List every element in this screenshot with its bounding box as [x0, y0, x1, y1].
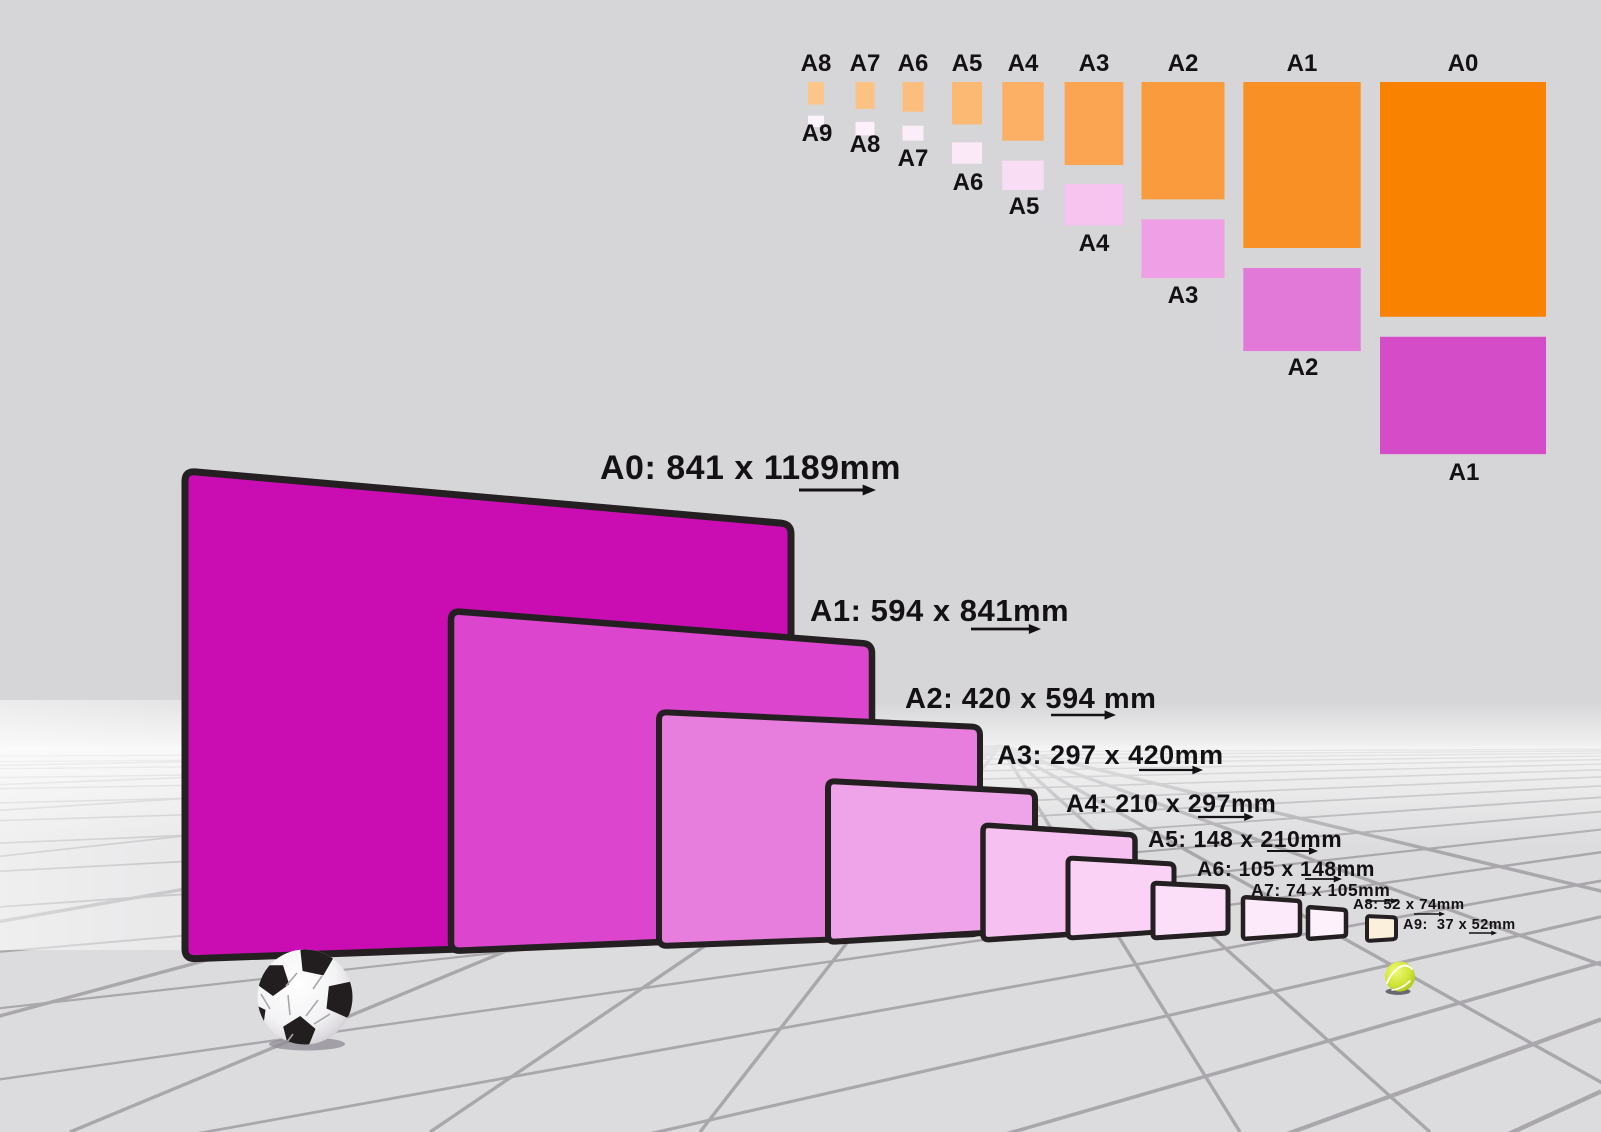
landscape-label-a3: A3 [1168, 282, 1199, 309]
portrait-rect-a8 [808, 82, 824, 105]
dimension-arrow-head [1439, 911, 1445, 917]
portrait-label-a4: A4 [1008, 50, 1039, 77]
sheet-label-a1: A1: 594 x 841mm [810, 593, 1069, 628]
dimension-arrow-head [1308, 847, 1318, 855]
grid-line-horizontal [1286, 1017, 1601, 1132]
landscape-rect-a9 [808, 115, 824, 127]
portrait-label-a2: A2 [1168, 50, 1199, 77]
portrait-label-a7: A7 [850, 50, 881, 77]
sheet-a8 [1305, 904, 1349, 942]
landscape-rect-a6 [952, 142, 982, 164]
football-seam [285, 972, 298, 987]
grid-line-horizontal [0, 851, 1601, 1081]
portrait-rect-a1 [1243, 82, 1361, 249]
landscape-rect-a8 [855, 121, 875, 136]
portrait-rect-a7 [855, 82, 875, 109]
sheet-label-a5: A5: 148 x 210mm [1148, 826, 1342, 852]
landscape-label-a7: A7 [898, 145, 929, 172]
sheet-a6 [1150, 880, 1231, 941]
football [257, 949, 353, 1051]
sheet-label-a0: A0: 841 x 1189mm [600, 449, 901, 487]
sheet-a9 [1365, 914, 1398, 943]
landscape-label-a1: A1 [1449, 459, 1480, 486]
dimension-arrow-head [1491, 930, 1497, 936]
chart-landscape-labels: A9 A8 A7 A6 A5 A4 A3 A2 A1 [802, 120, 1480, 486]
portrait-label-a1: A1 [1287, 50, 1318, 77]
football-pentagon [283, 1016, 316, 1045]
dimension-arrows [799, 484, 1497, 936]
portrait-label-a6: A6 [898, 50, 929, 77]
sheet-labels: A0: 841 x 1189mm A1: 594 x 841mm A2: 420… [600, 449, 1516, 933]
sheet-a7 [1240, 894, 1303, 942]
portrait-rect-a4 [1002, 82, 1044, 141]
sheet-label-a4: A4: 210 x 297mm [1066, 790, 1276, 818]
landscape-label-a4: A4 [1079, 230, 1110, 257]
dimension-arrow-head [1104, 710, 1116, 720]
paper-sheets [181, 468, 1398, 963]
dimension-arrow-head [1192, 765, 1203, 775]
sheet-label-a3: A3: 297 x 420mm [997, 740, 1224, 770]
football-seam [305, 999, 319, 1017]
football-pentagon [326, 981, 353, 1018]
grid-line-horizontal [1006, 960, 1601, 1132]
sheet-label-a2: A2: 420 x 594 mm [905, 683, 1156, 715]
landscape-label-a8: A8 [850, 131, 881, 158]
landscape-rect-a1 [1380, 336, 1546, 455]
landscape-label-a9: A9 [802, 120, 833, 147]
portrait-rect-a2 [1141, 82, 1225, 200]
portrait-label-a8: A8 [801, 50, 832, 77]
landscape-rect-a3 [1141, 219, 1225, 279]
landscape-rect-a7 [902, 125, 924, 141]
landscape-label-a6: A6 [953, 169, 984, 196]
dimension-arrow-head [1244, 812, 1254, 822]
portrait-label-a3: A3 [1079, 50, 1110, 77]
landscape-rect-a5 [1002, 160, 1044, 191]
portrait-rect-a3 [1064, 82, 1124, 166]
grid-line-horizontal [650, 915, 1601, 1132]
portrait-rect-a0 [1380, 82, 1546, 317]
sheet-label-a7: A7: 74 x 105mm [1251, 880, 1390, 900]
size-comparison-chart [808, 82, 1546, 455]
portrait-label-a5: A5 [952, 50, 983, 77]
portrait-rect-a5 [952, 82, 982, 125]
landscape-rect-a2 [1243, 268, 1361, 352]
sheet-label-a6: A6: 105 x 148mm [1197, 858, 1375, 881]
chart-portrait-labels: A8 A7 A6 A5 A4 A3 A2 A1 A0 [801, 50, 1479, 77]
football-pentagon [257, 965, 290, 996]
dimension-arrow-head [1391, 898, 1398, 904]
football-seam [312, 975, 323, 990]
dimension-arrow-head [1333, 875, 1342, 883]
football-seam [313, 1013, 331, 1025]
sheet-label-a9: A9: 37 x 52mm [1403, 917, 1516, 933]
landscape-label-a5: A5 [1009, 193, 1040, 220]
tennis-ball [1385, 961, 1415, 995]
portrait-label-a0: A0 [1448, 50, 1479, 77]
football-seam [260, 993, 271, 1010]
landscape-label-a2: A2 [1288, 354, 1319, 381]
dimension-arrow-head [862, 484, 876, 496]
dimension-arrow-head [1028, 624, 1041, 634]
sheet-label-a8: A8: 52 x 74mm [1353, 896, 1465, 913]
landscape-rect-a4 [1064, 184, 1124, 226]
football-seam [287, 994, 291, 1016]
portrait-rect-a6 [902, 82, 924, 112]
